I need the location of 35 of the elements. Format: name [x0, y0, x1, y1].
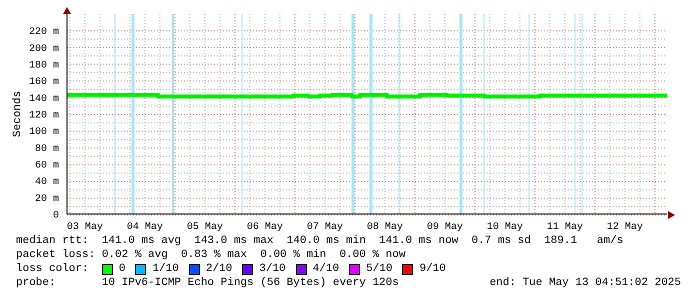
y-tick-label: 140 m: [28, 94, 59, 105]
y-axis-title: Seconds: [12, 90, 24, 138]
x-tick-label: 03 May: [66, 222, 103, 234]
y-tick-label: 160 m: [28, 77, 59, 88]
y-tick-label: 120 m: [28, 110, 59, 122]
y-tick-label: 0: [52, 210, 59, 222]
y-tick-label: 80 m: [34, 144, 59, 155]
x-tick-label: 04 May: [126, 222, 163, 234]
x-tick-label: 07 May: [306, 222, 343, 234]
y-tick-label: 100 m: [28, 127, 59, 138]
text: probe: 10 IPv6-ICMP Echo Pings (56 Bytes) every 120s: [16, 276, 399, 290]
text: 4/10: [312, 262, 340, 276]
text: 5/10: [366, 262, 392, 276]
x-tick-label: 10 May: [486, 222, 523, 234]
text: 1/10: [152, 262, 179, 276]
y-tick-label: 200 m: [28, 44, 59, 55]
y-tick-label: 220 m: [28, 27, 59, 38]
x-tick-label: 12 May: [606, 222, 643, 234]
x-tick-label: 11 May: [546, 222, 583, 234]
text: 3/10: [259, 262, 286, 276]
y-tick-label: 40 m: [34, 177, 59, 188]
x-tick-label: 05 May: [186, 222, 223, 234]
text: 2/10: [206, 262, 232, 276]
x-tick-label: 08 May: [366, 222, 403, 234]
text: end: Tue May 13 04:51:02 2025: [490, 276, 681, 290]
x-tick-label: 09 May: [426, 222, 463, 234]
y-tick-label: 20 m: [34, 194, 59, 205]
y-tick-label: 180 m: [28, 60, 59, 72]
y-tick-label: 60 m: [34, 160, 59, 172]
x-tick-label: 06 May: [246, 222, 283, 234]
text: median rtt: 141.0 ms avg 143.0 ms max 140.0 ms min 141.0 ms now 0.7 ms sd 189.1 am/s: [16, 234, 624, 248]
text: 9/10: [419, 262, 446, 276]
text: 0: [118, 262, 126, 276]
text: packet loss: 0.02 % avg 0.83 % max 0.00 % min 0.00 % now: [16, 248, 406, 262]
text: loss color:: [16, 262, 90, 276]
